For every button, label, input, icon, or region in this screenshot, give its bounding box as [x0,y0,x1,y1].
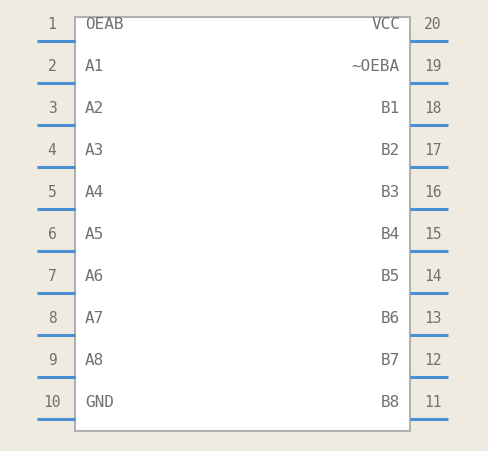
Text: 3: 3 [48,101,57,116]
Text: 18: 18 [424,101,442,116]
Text: B8: B8 [381,394,400,409]
Text: 7: 7 [48,268,57,283]
Text: B5: B5 [381,268,400,283]
Text: 2: 2 [48,59,57,74]
Text: 6: 6 [48,226,57,241]
Text: B6: B6 [381,310,400,325]
Text: A3: A3 [85,143,104,158]
Text: 10: 10 [43,394,61,409]
Text: B4: B4 [381,226,400,241]
Bar [75,18,410,431]
Text: A6: A6 [85,268,104,283]
Text: B3: B3 [381,184,400,199]
Text: 11: 11 [424,394,442,409]
Text: B1: B1 [381,101,400,116]
Text: 14: 14 [424,268,442,283]
Text: GND: GND [85,394,114,409]
Text: B7: B7 [381,352,400,367]
Text: 9: 9 [48,352,57,367]
Text: A5: A5 [85,226,104,241]
Text: A1: A1 [85,59,104,74]
Text: 5: 5 [48,184,57,199]
Text: 19: 19 [424,59,442,74]
Text: A7: A7 [85,310,104,325]
Text: 8: 8 [48,310,57,325]
Text: VCC: VCC [371,17,400,32]
Text: A4: A4 [85,184,104,199]
Text: 16: 16 [424,184,442,199]
Text: A8: A8 [85,352,104,367]
Text: B2: B2 [381,143,400,158]
Text: 17: 17 [424,143,442,158]
Text: OEAB: OEAB [85,17,123,32]
Text: 4: 4 [48,143,57,158]
Text: 12: 12 [424,352,442,367]
Text: 20: 20 [424,17,442,32]
Text: A2: A2 [85,101,104,116]
Text: 1: 1 [48,17,57,32]
Text: 13: 13 [424,310,442,325]
Text: ~OEBA: ~OEBA [352,59,400,74]
Text: 15: 15 [424,226,442,241]
